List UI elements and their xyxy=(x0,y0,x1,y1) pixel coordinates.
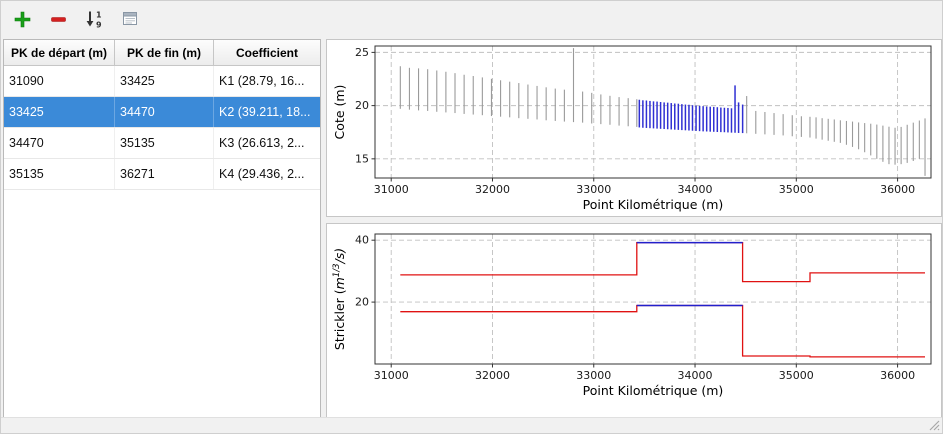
cell-pk_start[interactable]: 35135 xyxy=(4,159,115,189)
strickler-chart: 31000 32000 33000 34000 35000 36000 20 40 Point … xyxy=(326,223,942,419)
status-bar xyxy=(1,417,942,433)
cell-pk_end[interactable]: 36271 xyxy=(115,159,214,189)
y-axis-label: Cote (m) xyxy=(332,85,347,140)
profile-chart: 31000 32000 33000 34000 35000 36000 15 20 25 Poin… xyxy=(326,39,942,217)
svg-text:9: 9 xyxy=(96,21,102,30)
plus-icon xyxy=(14,11,30,27)
cell-pk_end[interactable]: 35135 xyxy=(115,128,214,158)
svg-text:34000: 34000 xyxy=(678,183,713,196)
table-row[interactable]: 33425 34470 K2 (39.211, 18... xyxy=(4,97,320,128)
table-row[interactable]: 34470 35135 K3 (26.613, 2... xyxy=(4,128,320,159)
svg-text:15: 15 xyxy=(355,152,369,165)
minus-icon xyxy=(50,16,66,22)
delete-button[interactable] xyxy=(45,6,71,32)
y-axis-label: Strickler (m1/3/s) xyxy=(332,248,347,350)
svg-text:35000: 35000 xyxy=(779,183,814,196)
svg-text:1: 1 xyxy=(96,11,102,20)
cell-pk_start[interactable]: 31090 xyxy=(4,66,115,96)
svg-text:33000: 33000 xyxy=(576,183,611,196)
tick-labels: 31000 32000 33000 34000 35000 36000 15 20 25 xyxy=(355,46,915,196)
table-edit-icon xyxy=(123,12,137,25)
axes-frame xyxy=(374,45,932,179)
svg-text:36000: 36000 xyxy=(880,369,915,382)
svg-text:35000: 35000 xyxy=(779,369,814,382)
add-button[interactable] xyxy=(9,6,35,32)
x-axis-label: Point Kilométrique (m) xyxy=(583,197,724,212)
tick-labels: 31000 32000 33000 34000 35000 36000 20 40 xyxy=(355,234,915,382)
cell-coefficient[interactable]: K1 (28.79, 16... xyxy=(219,74,305,88)
charts-panel: 31000 32000 33000 34000 35000 36000 15 20 25 Poin… xyxy=(326,39,942,419)
strickler-chart-canvas: 31000 32000 33000 34000 35000 36000 20 40 Point … xyxy=(332,233,932,398)
svg-text:20: 20 xyxy=(355,99,369,112)
svg-text:25: 25 xyxy=(355,46,369,59)
cell-pk_start[interactable]: 33425 xyxy=(4,97,115,127)
svg-text:32000: 32000 xyxy=(475,183,510,196)
cell-pk_end[interactable]: 34470 xyxy=(115,97,214,127)
table-row[interactable]: 35135 36271 K4 (29.436, 2... xyxy=(4,159,320,190)
column-header-pk-end[interactable]: PK de fin (m) xyxy=(115,40,214,65)
axes-frame xyxy=(374,233,932,365)
svg-text:36000: 36000 xyxy=(880,183,915,196)
cell-coefficient[interactable]: K4 (29.436, 2... xyxy=(219,167,305,181)
x-axis-label: Point Kilométrique (m) xyxy=(583,383,724,398)
svg-text:34000: 34000 xyxy=(678,369,713,382)
gridlines xyxy=(375,46,931,178)
cell-pk_end[interactable]: 33425 xyxy=(115,66,214,96)
cell-coefficient[interactable]: K3 (26.613, 2... xyxy=(219,136,305,150)
cell-pk_start[interactable]: 34470 xyxy=(4,128,115,158)
svg-text:20: 20 xyxy=(355,296,369,309)
sort-numeric-icon: 1 9 xyxy=(86,11,102,30)
column-header-pk-start[interactable]: PK de départ (m) xyxy=(4,40,115,65)
profile-chart-canvas: 31000 32000 33000 34000 35000 36000 15 20 25 Poin… xyxy=(332,45,932,212)
svg-text:31000: 31000 xyxy=(374,369,409,382)
coefficients-table: PK de départ (m) PK de fin (m) Coefficie… xyxy=(3,39,321,419)
svg-text:32000: 32000 xyxy=(475,369,510,382)
edit-button[interactable] xyxy=(117,6,143,32)
cell-coefficient[interactable]: K2 (39.211, 18... xyxy=(219,105,311,119)
table-body: 31090 33425 K1 (28.79, 16... 33425 34470 K2 (… xyxy=(4,66,320,190)
table-row[interactable]: 31090 33425 K1 (28.79, 16... xyxy=(4,66,320,97)
cross-sections xyxy=(399,48,926,176)
table-header: PK de départ (m) PK de fin (m) Coefficie… xyxy=(4,40,320,66)
resize-grip[interactable] xyxy=(928,419,940,431)
svg-text:33000: 33000 xyxy=(576,369,611,382)
toolbar: 1 9 xyxy=(1,1,942,37)
strickler-steps xyxy=(400,241,925,358)
gridlines xyxy=(375,234,931,364)
svg-text:31000: 31000 xyxy=(374,183,409,196)
column-header-coefficient[interactable]: Coefficient xyxy=(235,45,298,60)
svg-text:40: 40 xyxy=(355,234,369,247)
sort-button[interactable]: 1 9 xyxy=(81,6,107,32)
